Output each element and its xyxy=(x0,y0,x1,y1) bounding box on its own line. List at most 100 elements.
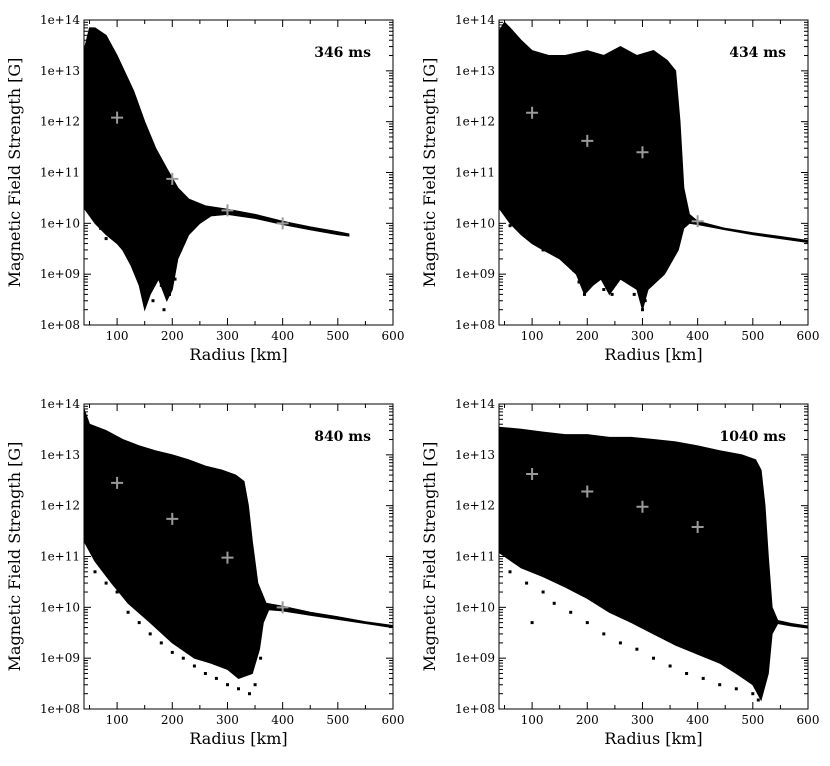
mean-marker xyxy=(111,111,124,124)
time-label: 346 ms xyxy=(314,45,371,61)
mean-marker xyxy=(636,146,649,159)
data-region xyxy=(84,408,393,696)
scatter-point xyxy=(552,252,556,256)
x-tick-label: 200 xyxy=(576,329,599,343)
scatter-point xyxy=(148,632,152,636)
scatter-point xyxy=(569,610,573,614)
chart-panel-1: 100 200 300 400 500 600 1e+08 1e+09 1e+10 1e+11 1e… xyxy=(5,13,404,364)
x-tick-label: 400 xyxy=(686,329,709,343)
x-tick-label: 100 xyxy=(106,713,129,727)
y-tick-label: 1e+11 xyxy=(40,550,80,564)
scatter-point xyxy=(129,257,133,261)
y-tick-label: 1e+11 xyxy=(40,166,80,180)
scatter-point xyxy=(159,641,163,645)
x-tick-label: 100 xyxy=(106,329,129,343)
mean-marker xyxy=(526,467,539,480)
scatter-point xyxy=(237,687,240,691)
x-tick-label: 600 xyxy=(797,713,820,727)
scatter-point xyxy=(541,248,545,252)
scatter-point xyxy=(643,299,647,303)
y-tick-label: 1e+08 xyxy=(455,702,495,716)
y-tick-label: 1e+10 xyxy=(40,216,80,230)
scatter-point xyxy=(652,272,655,276)
scatter-point xyxy=(530,237,534,241)
scatter-point xyxy=(585,621,589,625)
scatter-point xyxy=(181,656,185,660)
scatter-point xyxy=(685,672,689,675)
y-tick-label: 1e+14 xyxy=(40,13,80,27)
scatter-point xyxy=(616,268,620,272)
y-tick-label: 1e+13 xyxy=(40,64,80,78)
y-axis-title: Magnetic Field Strength [G] xyxy=(420,442,439,672)
scatter-point xyxy=(173,277,177,281)
y-tick-label: 1e+09 xyxy=(455,651,495,665)
scatter-point xyxy=(146,288,149,291)
y-tick-label: 1e+13 xyxy=(40,448,80,462)
mean-marker xyxy=(221,204,234,217)
scatter-cloud xyxy=(84,408,393,679)
y-tick-label: 1e+10 xyxy=(455,600,495,614)
mean-marker xyxy=(221,551,234,564)
data-region xyxy=(499,21,808,312)
mean-marker xyxy=(691,521,704,534)
scatter-cloud xyxy=(499,426,808,702)
scatter-point xyxy=(115,590,119,594)
x-tick-label: 200 xyxy=(161,329,184,343)
scatter-point xyxy=(552,601,556,605)
scatter-cloud xyxy=(499,21,808,312)
scatter-point xyxy=(508,570,512,574)
scatter-point xyxy=(137,621,141,625)
scatter-point xyxy=(143,299,147,303)
data-region xyxy=(499,426,808,702)
time-label: 1040 ms xyxy=(719,429,786,445)
scatter-point xyxy=(121,242,125,246)
y-tick-label: 1e+08 xyxy=(40,702,80,716)
scatter-point xyxy=(508,224,512,228)
y-tick-label: 1e+13 xyxy=(455,64,495,78)
scatter-point xyxy=(583,292,586,296)
scatter-point xyxy=(168,292,171,296)
scatter-point xyxy=(641,308,644,312)
x-tick-label: 300 xyxy=(631,329,654,343)
scatter-point xyxy=(563,257,567,261)
mean-marker xyxy=(111,476,124,489)
x-tick-label: 300 xyxy=(631,713,654,727)
scatter-point xyxy=(674,248,678,252)
scatter-point xyxy=(248,692,251,696)
x-tick-label: 300 xyxy=(216,329,239,343)
scatter-point xyxy=(751,692,755,696)
x-axis-title: Radius [km] xyxy=(604,729,702,748)
mean-marker xyxy=(636,500,649,513)
scatter-point xyxy=(115,237,119,241)
mean-marker xyxy=(276,601,289,614)
scatter-point xyxy=(126,610,130,614)
data-region xyxy=(84,27,350,312)
scatter-point xyxy=(99,226,103,230)
scatter-cloud xyxy=(84,27,350,312)
scatter-point xyxy=(541,590,545,594)
scatter-point xyxy=(652,656,655,660)
y-tick-label: 1e+12 xyxy=(40,499,80,513)
time-label: 434 ms xyxy=(729,45,786,61)
y-tick-label: 1e+09 xyxy=(40,651,80,665)
x-tick-label: 400 xyxy=(686,713,709,727)
mean-marker xyxy=(526,106,539,119)
scatter-point xyxy=(588,283,592,287)
scatter-point xyxy=(140,268,144,272)
chart-panel-3: 100 200 300 400 500 600 1e+08 1e+09 1e+10 1e+11 1e… xyxy=(5,397,404,748)
x-tick-label: 400 xyxy=(271,713,294,727)
scatter-point xyxy=(203,672,207,675)
scatter-point xyxy=(110,229,114,233)
scatter-point xyxy=(602,632,606,636)
mean-marker xyxy=(276,217,289,230)
y-tick-label: 1e+09 xyxy=(40,267,80,281)
x-tick-label: 100 xyxy=(521,713,544,727)
scatter-point xyxy=(668,257,672,261)
scatter-point xyxy=(162,308,166,312)
scatter-point xyxy=(618,641,622,645)
mean-marker xyxy=(691,215,704,228)
chart-panel-4: 100 200 300 400 500 600 1e+08 1e+09 1e+10 1e+11 1e… xyxy=(420,397,819,748)
scatter-point xyxy=(734,687,738,691)
scatter-point xyxy=(602,288,606,291)
